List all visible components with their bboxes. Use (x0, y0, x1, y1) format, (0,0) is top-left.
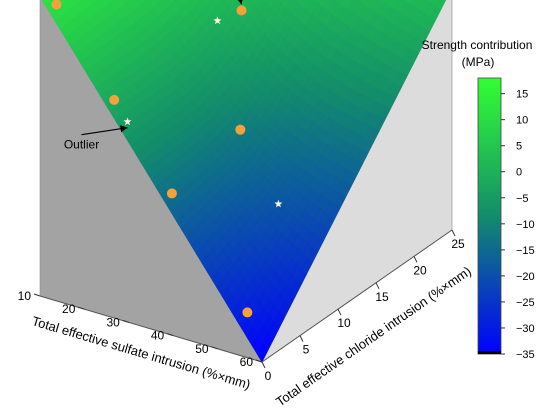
x-tick-mark (33, 293, 41, 297)
y-tick-label: 10 (337, 316, 351, 330)
colorbar: Strength contribution (MPa) 15 10 5 0 −5 −10 −15… (422, 38, 535, 361)
colorbar-tick-label: −25 (516, 297, 535, 309)
colorbar-tick-label: −30 (516, 323, 535, 335)
x-tick-label: 40 (151, 329, 165, 343)
y-tick-mark (337, 308, 342, 316)
colorbar-tick-label: 10 (516, 115, 528, 127)
star-marker (274, 199, 283, 208)
y-tick-label: 25 (451, 237, 465, 251)
surface-cell (41, 0, 51, 6)
colorbar-tick-label: −15 (516, 245, 535, 257)
colorbar-unit: (MPa) (462, 55, 495, 69)
star-marker (123, 117, 132, 126)
data-markers (51, 0, 283, 318)
annotation-arrow (81, 127, 128, 136)
y-tick-label: 5 (303, 343, 310, 357)
circle-marker (51, 0, 62, 10)
circle-marker (109, 94, 120, 105)
y-tick-label: 20 (413, 263, 427, 277)
x-tick-label: 10 (18, 289, 32, 303)
x-tick-mark (255, 359, 263, 363)
y-tick-mark (375, 282, 380, 290)
x-tick-label: 20 (62, 302, 76, 316)
outlier-label: Outlier (64, 138, 99, 152)
circle-marker (235, 124, 246, 135)
circle-marker (242, 307, 253, 318)
y-tick-label: 15 (375, 290, 389, 304)
colorbar-tick-label: −10 (516, 219, 535, 231)
x-tick-label: 30 (106, 315, 120, 329)
colorbar-tick-label: 0 (516, 167, 522, 179)
star-marker (213, 16, 222, 25)
y-tick-mark (451, 229, 456, 237)
surface-cell (183, 0, 189, 4)
annotations: InlierOutlier (64, 0, 243, 152)
y-tick-label: 0 (265, 369, 272, 383)
circle-marker (166, 188, 177, 199)
colorbar-underflow (478, 351, 501, 354)
y-tick-mark (413, 256, 418, 263)
x-axis-line (39, 295, 263, 363)
x-tick-mark (167, 333, 174, 337)
annotation-arrowhead (120, 125, 128, 133)
colorbar-tick-label: 5 (516, 141, 522, 153)
colorbar-tick-label: −20 (516, 271, 535, 283)
surface-mesh (41, 0, 447, 363)
y-tick-mark (299, 335, 304, 342)
y-axis-line (261, 229, 453, 363)
x-tick-mark (122, 319, 129, 323)
x-tick-mark (211, 346, 218, 350)
colorbar-gradient (477, 77, 502, 355)
x-tick-mark (78, 306, 85, 310)
circle-marker (236, 5, 247, 16)
colorbar-tick-label: −5 (516, 193, 529, 205)
x-tick-label: 60 (240, 355, 254, 369)
colorbar-title: Strength contribution (422, 38, 533, 52)
y-tick-mark (261, 361, 266, 369)
annotation-arrowhead (237, 0, 243, 5)
colorbar-tick-label: −35 (516, 349, 535, 361)
x-tick-label: 50 (195, 342, 209, 356)
surface-cell (256, 342, 268, 363)
colorbar-tick-label: 15 (516, 89, 528, 101)
